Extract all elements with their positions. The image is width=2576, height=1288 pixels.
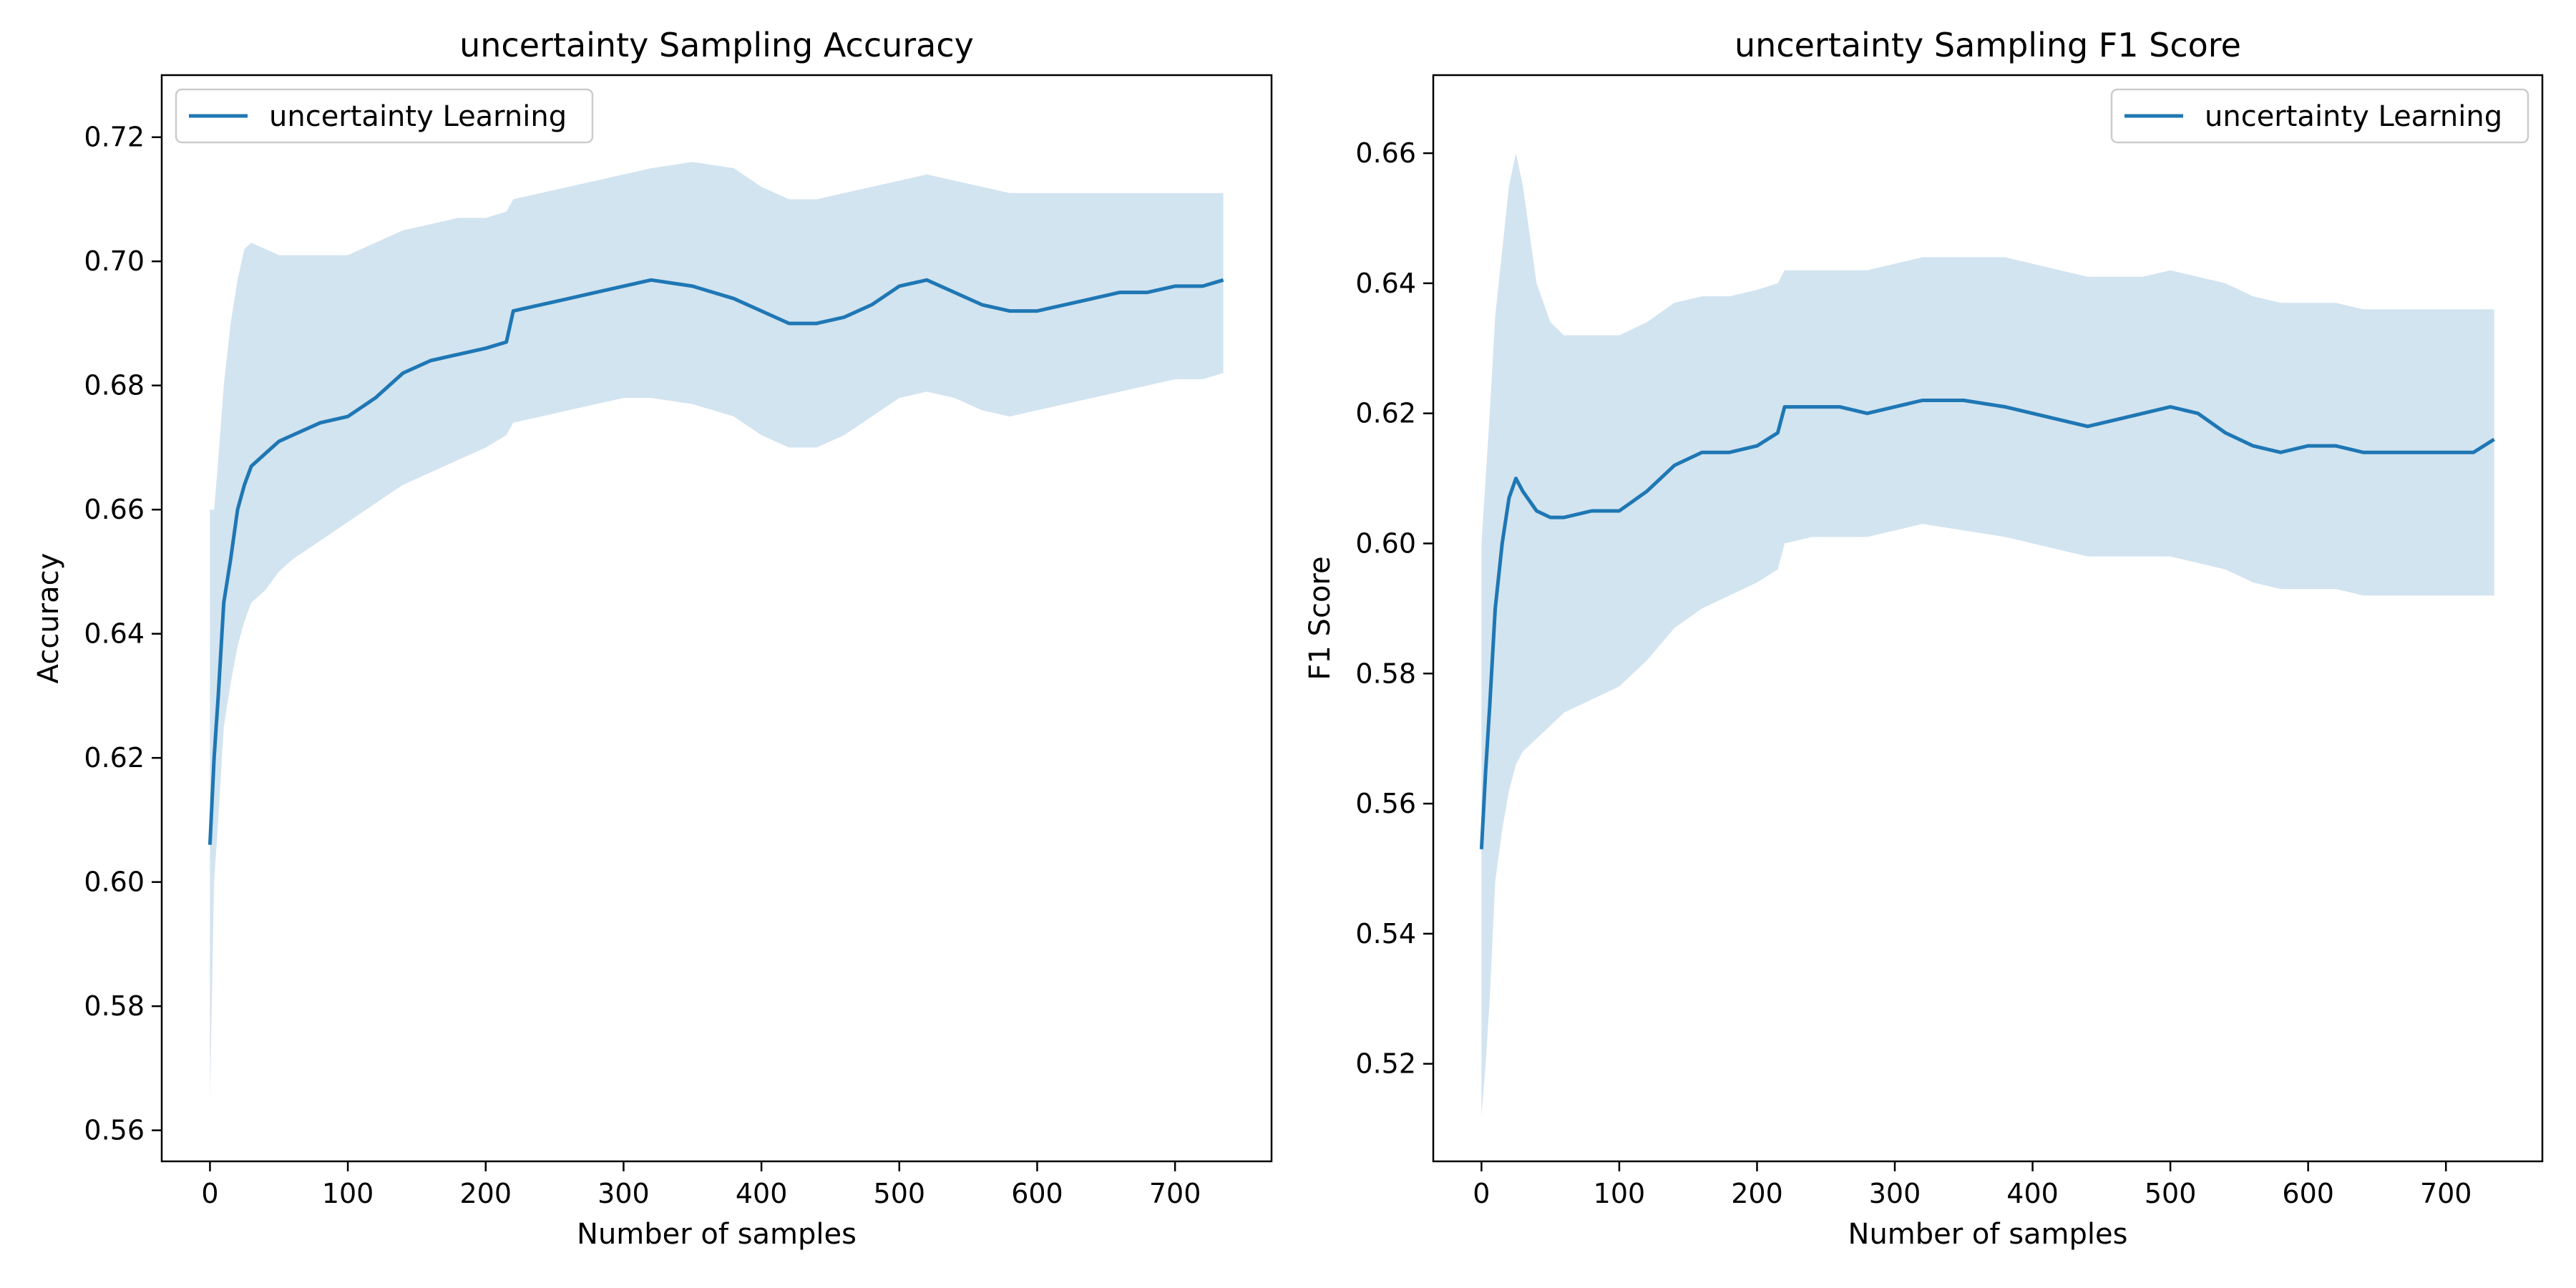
y-tick-label: 0.62	[84, 742, 145, 774]
y-tick-label: 0.66	[1355, 137, 1416, 169]
confidence-band	[210, 162, 1224, 1100]
x-tick-label: 300	[597, 1178, 650, 1209]
series-line	[1479, 399, 2495, 849]
legend: uncertainty Learning	[2110, 88, 2529, 144]
y-tick-label: 0.64	[84, 618, 145, 650]
y-tick-label: 0.60	[1355, 527, 1416, 559]
x-axis-label: Number of samples	[577, 1218, 857, 1251]
y-tick-label: 0.54	[1355, 918, 1416, 950]
chart-panel-2: 0 100 200 300 400 500 600 700 0.52 0.54 0.56 0.58 0.…	[1304, 26, 2544, 1251]
y-tick-label: 0.56	[1355, 788, 1416, 819]
x-tick-label: 600	[1011, 1178, 1063, 1209]
legend-entry-label: uncertainty Learning	[269, 100, 567, 133]
x-axis-label: Number of samples	[1848, 1218, 2128, 1251]
chart-panels: 0 100 200 300 400 500 600 700 0.56 0.58 0.60 0.62 0.…	[32, 26, 2544, 1251]
axes-frame	[160, 74, 1273, 1163]
confidence-band	[1481, 153, 2494, 1116]
chart-title: uncertainty Sampling Accuracy	[459, 26, 974, 64]
y-tick-label: 0.70	[84, 245, 145, 277]
y-tick-label: 0.68	[84, 370, 145, 401]
x-tick-label: 300	[1869, 1178, 1921, 1209]
y-axis-label: F1 Score	[1304, 556, 1337, 680]
x-tick-label: 700	[1149, 1178, 1201, 1209]
chart-title: uncertainty Sampling F1 Score	[1735, 26, 2241, 64]
x-tick-label: 200	[1731, 1178, 1783, 1209]
y-tick-label: 0.60	[84, 867, 145, 898]
legend-box	[2110, 88, 2529, 144]
x-tick-label: 0	[201, 1178, 218, 1209]
y-tick-label: 0.56	[84, 1115, 145, 1146]
y-tick-label: 0.66	[84, 494, 145, 525]
x-tick-label: 400	[736, 1178, 788, 1209]
y-axis-label: Accuracy	[32, 553, 65, 684]
x-tick-label: 500	[2145, 1178, 2197, 1209]
series-line	[208, 278, 1224, 845]
legend: uncertainty Learning	[175, 88, 594, 144]
x-tick-label: 600	[2282, 1178, 2334, 1209]
legend-box	[175, 88, 594, 144]
x-tick-label: 100	[322, 1178, 374, 1209]
x-tick-label: 400	[2006, 1178, 2059, 1209]
y-tick-label: 0.58	[84, 990, 145, 1022]
x-tick-label: 500	[874, 1178, 926, 1209]
y-tick-label: 0.58	[1355, 658, 1416, 689]
x-tick-label: 200	[460, 1178, 512, 1209]
legend-entry-label: uncertainty Learning	[2205, 100, 2502, 133]
x-tick-label: 700	[2420, 1178, 2472, 1209]
chart-panel-1: 0 100 200 300 400 500 600 700 0.56 0.58 0.60 0.62 0.…	[32, 26, 1273, 1251]
axes-frame	[1432, 74, 2544, 1163]
y-tick-label: 0.64	[1355, 268, 1416, 299]
y-tick-label: 0.62	[1355, 398, 1416, 429]
x-tick-label: 100	[1594, 1178, 1646, 1209]
x-tick-label: 0	[1473, 1178, 1490, 1209]
y-tick-label: 0.72	[84, 122, 145, 153]
y-tick-label: 0.52	[1355, 1048, 1416, 1080]
